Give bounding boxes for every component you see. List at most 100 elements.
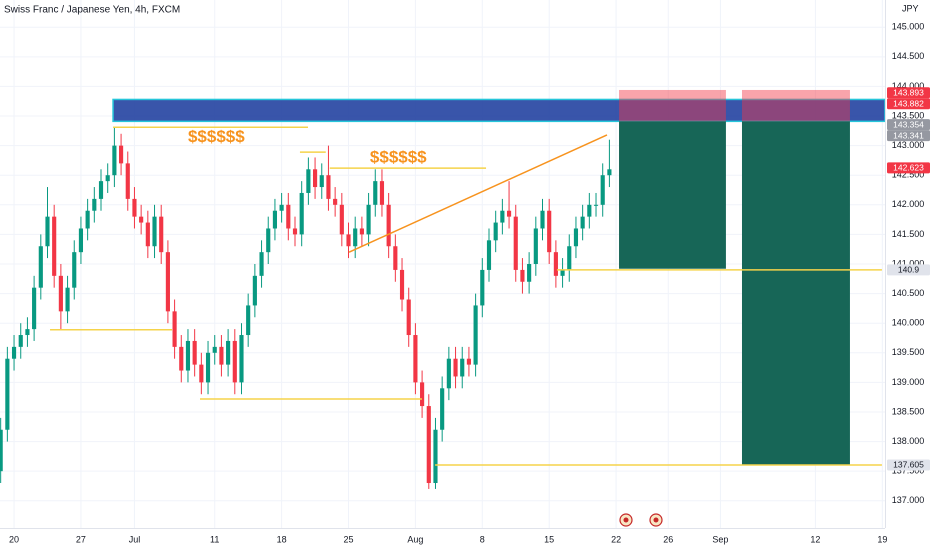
stop-zone bbox=[741, 89, 850, 122]
price-tag-label: 140.9 bbox=[898, 265, 920, 275]
y-tick-label: 143.000 bbox=[892, 140, 925, 150]
event-icon[interactable] bbox=[649, 513, 663, 527]
candle-body bbox=[440, 388, 445, 430]
candle-body bbox=[252, 275, 257, 306]
candle-body bbox=[72, 252, 77, 288]
candle-body bbox=[567, 246, 572, 270]
candle-body bbox=[205, 352, 211, 383]
x-tick-label: 20 bbox=[9, 534, 19, 544]
stop-zone bbox=[619, 89, 726, 122]
price-tag-label: 142.623 bbox=[893, 163, 924, 173]
x-tick-label: 12 bbox=[810, 534, 820, 544]
candle-body bbox=[105, 175, 110, 182]
candle-body bbox=[286, 204, 291, 229]
x-tick-label: 25 bbox=[344, 534, 354, 544]
candle-body bbox=[346, 234, 351, 247]
candle-body bbox=[192, 340, 197, 365]
candle-body bbox=[580, 216, 585, 229]
candle-body bbox=[259, 252, 264, 276]
candle-body bbox=[132, 198, 137, 217]
event-icon[interactable] bbox=[619, 513, 633, 527]
x-tick-label: 18 bbox=[277, 534, 287, 544]
candle-body bbox=[172, 311, 177, 347]
x-tick-label: 22 bbox=[611, 534, 621, 544]
candle-body bbox=[493, 222, 498, 241]
annotation-text: $$$$$$ bbox=[188, 127, 245, 146]
y-tick-label: 140.000 bbox=[892, 318, 925, 328]
candle-body bbox=[145, 222, 150, 247]
candle-body bbox=[420, 382, 425, 407]
candle-body bbox=[533, 228, 538, 264]
candle-body bbox=[212, 346, 217, 353]
candle-body bbox=[18, 335, 23, 347]
candle-body bbox=[386, 204, 391, 247]
candle-body bbox=[553, 252, 558, 276]
price-tag bbox=[887, 264, 930, 276]
candle-body bbox=[219, 346, 224, 365]
y-tick-label: 139.500 bbox=[892, 347, 925, 357]
y-tick-label: 145.000 bbox=[892, 22, 925, 32]
candle-body bbox=[98, 181, 104, 199]
price-tag-label: 143.893 bbox=[893, 88, 924, 98]
candle-body bbox=[506, 210, 512, 217]
candle-body bbox=[272, 210, 278, 229]
candle-body bbox=[319, 175, 324, 188]
y-tick-label: 139.000 bbox=[892, 377, 925, 387]
candle-body bbox=[540, 210, 545, 229]
candle-body bbox=[125, 163, 130, 199]
candle-body bbox=[573, 228, 579, 247]
candle-body bbox=[279, 204, 284, 211]
candle-body bbox=[199, 364, 204, 383]
price-tag-label: 143.882 bbox=[893, 99, 924, 109]
candle-body bbox=[185, 340, 191, 371]
candle-body bbox=[152, 216, 157, 247]
candle-body bbox=[480, 269, 485, 306]
y-tick-label: 141.500 bbox=[892, 229, 925, 239]
candles bbox=[0, 127, 612, 489]
candle-body bbox=[366, 204, 371, 235]
candle-body bbox=[159, 216, 164, 253]
candle-body bbox=[587, 204, 592, 217]
candle-body bbox=[299, 192, 304, 235]
candle-body bbox=[0, 429, 3, 472]
y-tick-label: 137.500 bbox=[892, 466, 925, 476]
candle-body bbox=[312, 169, 318, 188]
target-zone bbox=[741, 121, 850, 466]
candle-body bbox=[58, 275, 63, 312]
annotation-text: $$$$$$ bbox=[370, 148, 427, 167]
grid bbox=[0, 0, 885, 528]
candle-body bbox=[78, 228, 84, 253]
candle-body bbox=[85, 210, 90, 229]
candle-body bbox=[379, 181, 385, 205]
y-tick-label: 140.500 bbox=[892, 288, 925, 298]
candle-body bbox=[45, 216, 50, 247]
candle-body bbox=[306, 169, 311, 193]
x-tick-label: 26 bbox=[663, 534, 673, 544]
candle-body bbox=[339, 204, 344, 235]
candle-body bbox=[426, 406, 431, 484]
y-tick-label: 142.000 bbox=[892, 199, 925, 209]
price-tag bbox=[887, 162, 930, 174]
price-tag bbox=[887, 98, 930, 110]
candle-body bbox=[500, 210, 505, 223]
candle-body bbox=[179, 346, 184, 371]
candle-body bbox=[473, 305, 478, 365]
candle-body bbox=[393, 246, 398, 270]
y-tick-label: 142.500 bbox=[892, 170, 925, 180]
candle-body bbox=[466, 358, 471, 365]
x-tick-label: 19 bbox=[877, 534, 887, 544]
candle-body bbox=[326, 175, 331, 199]
axes: 137.000 137.500 138.000 138.500 139.000 139.5… bbox=[9, 22, 930, 544]
candle-body bbox=[226, 340, 231, 365]
y-tick-label: 137.000 bbox=[892, 495, 925, 505]
candle-body bbox=[460, 358, 465, 377]
candle-body bbox=[239, 335, 244, 383]
candle-body bbox=[92, 198, 97, 211]
candle-body bbox=[359, 228, 364, 235]
y-tick-label: 141.000 bbox=[892, 258, 925, 268]
candle-body bbox=[520, 269, 525, 282]
candle-body bbox=[112, 145, 117, 176]
price-tag bbox=[887, 87, 930, 99]
